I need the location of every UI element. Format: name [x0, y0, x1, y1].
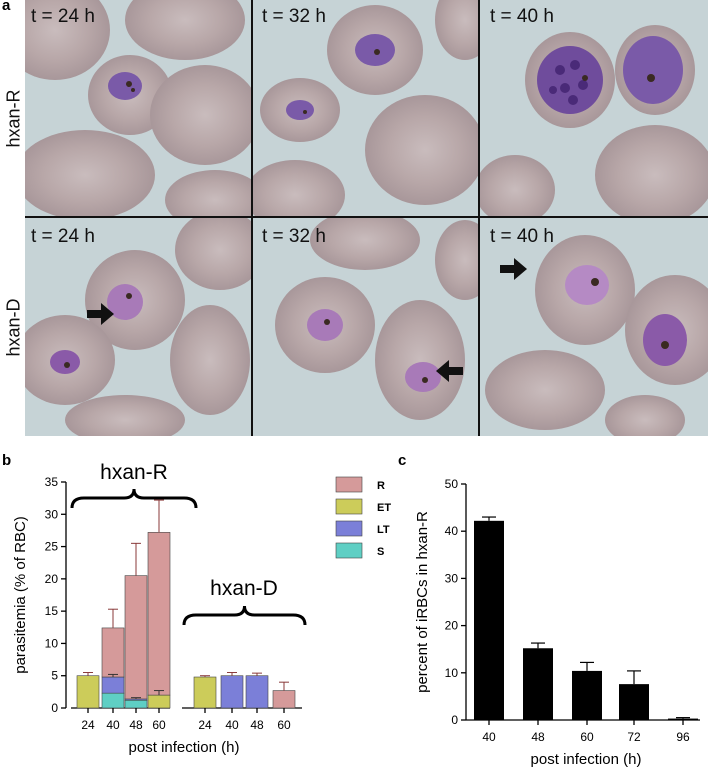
bracket-label-hxan-r: hxan-R: [100, 461, 168, 484]
panel-b-letter: b: [2, 452, 12, 469]
micrograph-tile: [253, 218, 478, 436]
y-tick-label: 5: [51, 669, 58, 683]
legend-label: S: [377, 546, 384, 558]
tile-label: t = 32 h: [262, 6, 326, 27]
bar-segment-ET: [76, 675, 100, 709]
y-tick-label: 40: [445, 524, 459, 538]
y-tick-label: 20: [45, 572, 59, 586]
tile-label: t = 40 h: [490, 6, 554, 27]
y-tick-label: 20: [445, 619, 459, 633]
y-tick-label: 0: [51, 701, 58, 715]
bar-segment-S: [124, 699, 148, 709]
panel-c-letter: c: [398, 452, 407, 469]
bar-segment-R: [272, 690, 296, 709]
x-tick-label: 48: [129, 718, 143, 732]
y-tick-label: 15: [45, 604, 59, 618]
y-tick-label: 25: [45, 540, 59, 554]
row-label-hxan-r: hxan-R: [3, 89, 24, 148]
legend-label: ET: [377, 502, 391, 514]
arrow-right-icon: [87, 303, 114, 325]
bracket-hxan-r: [70, 488, 198, 509]
y-tick-label: 10: [45, 636, 59, 650]
y-tick-label: 30: [45, 507, 59, 521]
bar-segment-LT: [101, 676, 125, 694]
legend-swatch: [335, 520, 363, 537]
micrograph-tile: [253, 0, 478, 216]
legend-swatch: [335, 542, 363, 559]
y-tick-label: 50: [445, 477, 459, 491]
y-axis-title: percent of iRBCs in hxan-R: [414, 511, 431, 693]
arrow-right-icon: [500, 258, 527, 280]
y-tick-label: 0: [451, 713, 458, 727]
tile-label: t = 24 h: [31, 6, 95, 27]
bar: [668, 718, 698, 720]
bar-segment-R: [124, 575, 148, 700]
x-tick-label: 60: [580, 730, 594, 744]
bar-segment-LT: [245, 675, 269, 709]
chart-c: 0 10 20 30 40 50 percent of iRBCs in hxan-R 40 4…: [414, 477, 700, 768]
bar-segment-S: [101, 692, 125, 709]
bar-segment-LT: [220, 675, 244, 709]
bracket-label-hxan-d: hxan-D: [210, 577, 278, 600]
y-tick-label: 30: [445, 571, 459, 585]
legend-swatch: [335, 476, 363, 493]
legend-swatch: [335, 498, 363, 515]
x-tick-label: 40: [106, 718, 120, 732]
bar-segment-R: [101, 627, 125, 678]
x-tick-label: 40: [482, 730, 496, 744]
tile-label: t = 24 h: [31, 226, 95, 247]
x-tick-label: 48: [250, 718, 264, 732]
chart-b: 0 5 10 15 20 25 30 35 parasitemia (% of RBC) 24 40…: [12, 461, 391, 756]
bracket-hxan-d: [182, 605, 307, 626]
micrograph-grid: [25, 0, 708, 436]
micrograph-tile: [25, 0, 251, 216]
bar-segment-ET: [193, 676, 217, 709]
y-tick-label: 35: [45, 475, 59, 489]
row-label-hxan-d: hxan-D: [3, 298, 24, 357]
tile-label: t = 40 h: [490, 226, 554, 247]
bar: [572, 670, 602, 720]
x-tick-label: 60: [277, 718, 291, 732]
x-tick-label: 60: [152, 718, 166, 732]
bar-segment-R: [147, 532, 171, 696]
x-tick-label: 24: [198, 718, 212, 732]
x-tick-label: 96: [676, 730, 690, 744]
legend-label: LT: [377, 524, 390, 536]
tile-label: t = 32 h: [262, 226, 326, 247]
bar: [619, 684, 649, 720]
micrograph-tile: [25, 218, 251, 436]
x-tick-label: 72: [627, 730, 641, 744]
legend-label: R: [377, 480, 385, 492]
x-axis-title: post infection (h): [129, 739, 240, 756]
bar: [474, 520, 504, 720]
micrograph-tile: [480, 0, 708, 216]
micrograph-tile: [480, 218, 708, 436]
bar: [523, 648, 553, 720]
x-tick-label: 24: [81, 718, 95, 732]
y-axis-title: parasitemia (% of RBC): [12, 516, 29, 674]
panel-a-letter: a: [2, 0, 11, 14]
bar-segment-ET: [147, 694, 171, 709]
x-axis-title: post infection (h): [531, 751, 642, 768]
y-tick-label: 10: [445, 666, 459, 680]
x-tick-label: 48: [531, 730, 545, 744]
x-tick-label: 40: [225, 718, 239, 732]
arrow-left-icon: [436, 360, 463, 382]
